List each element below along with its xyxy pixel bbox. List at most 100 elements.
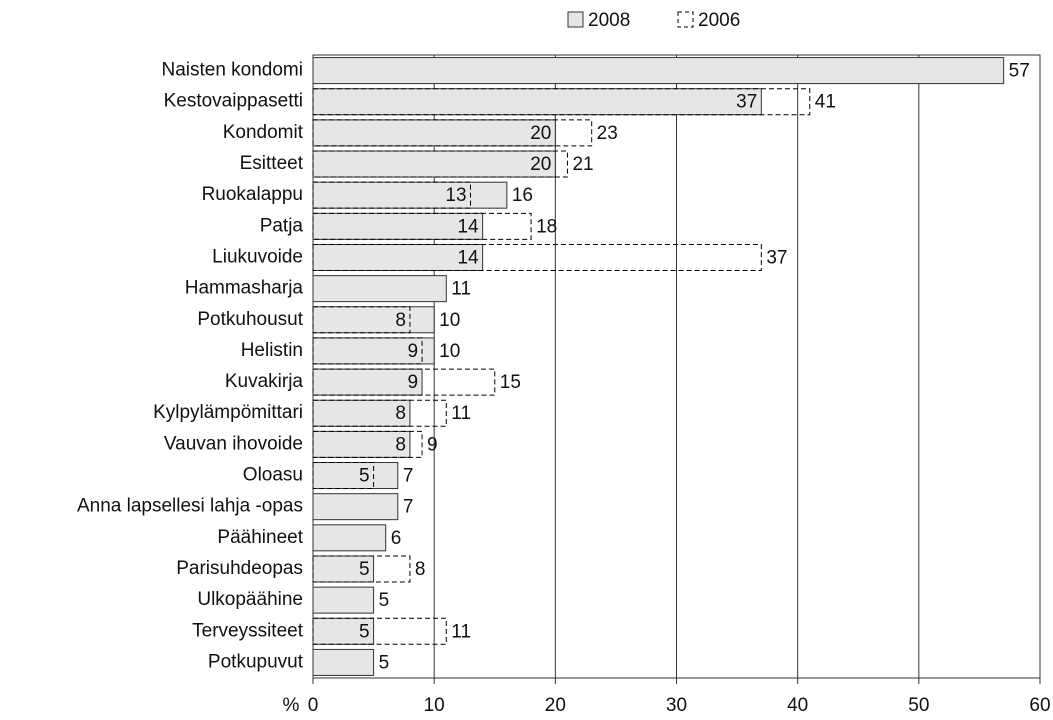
value-label: 16: [512, 185, 533, 206]
bar: [312, 119, 593, 147]
y-tick-label: Anna lapsellesi lahja -opas: [77, 496, 303, 517]
bar: [312, 243, 484, 271]
y-tick-label: Päähineet: [217, 527, 303, 548]
value-label: 8: [415, 559, 426, 580]
y-tick-label: Patja: [260, 215, 304, 236]
value-label: 13: [445, 185, 466, 206]
bar: [312, 462, 399, 490]
x-tick-label: 0: [308, 695, 319, 716]
value-label: 5: [359, 559, 370, 580]
bar: [312, 648, 375, 676]
bar: [312, 368, 423, 396]
bar: [312, 150, 556, 178]
value-label: 14: [457, 247, 479, 268]
value-label: 5: [379, 652, 390, 673]
value-label: 57: [1009, 61, 1030, 82]
x-axis-label: %: [283, 695, 300, 716]
bar: [312, 399, 411, 427]
legend-swatch: [677, 11, 694, 28]
bar: [312, 88, 811, 116]
value-label: 37: [736, 92, 757, 113]
bar: [312, 243, 762, 271]
y-tick-label: Kuvakirja: [225, 371, 304, 392]
bar: [312, 88, 762, 116]
bar: [312, 306, 435, 334]
y-tick-label: Esitteet: [240, 153, 304, 174]
x-tick-label: 30: [666, 695, 687, 716]
bar: [312, 306, 411, 334]
y-tick-label: Naisten kondomi: [161, 60, 303, 81]
y-tick-label: Kestovaippasetti: [164, 91, 303, 112]
bar: [312, 617, 375, 645]
bar: [312, 524, 387, 552]
bar: [312, 181, 472, 209]
bar: [312, 337, 423, 365]
bar: [312, 119, 556, 147]
value-label: 11: [451, 621, 471, 642]
bar: [312, 586, 375, 614]
value-label: 5: [359, 621, 370, 642]
value-label: 10: [439, 341, 460, 362]
legend-swatch: [567, 11, 584, 28]
bar: [312, 555, 411, 583]
legend-label: 2006: [698, 10, 740, 31]
value-label: 5: [359, 466, 370, 487]
bar: [312, 181, 508, 209]
value-label: 6: [391, 528, 402, 549]
bar: [312, 368, 496, 396]
bar: [312, 150, 568, 178]
y-tick-label: Potkupuvut: [208, 651, 304, 672]
value-label: 15: [500, 372, 521, 393]
x-tick-label: 50: [908, 695, 929, 716]
bar: [312, 462, 375, 490]
legend-label: 2008: [588, 10, 630, 31]
value-label: 20: [530, 123, 551, 144]
value-label: 18: [536, 216, 557, 237]
bar: [312, 493, 399, 521]
bar: [312, 337, 435, 365]
value-label: 7: [403, 497, 414, 518]
y-tick-label: Ruokalappu: [202, 184, 303, 205]
plot-frame: [312, 54, 1041, 679]
x-tick-label: 40: [787, 695, 808, 716]
value-label: 7: [403, 466, 414, 487]
value-label: 20: [530, 154, 551, 175]
y-tick-label: Kondomit: [223, 122, 304, 143]
y-tick-label: Kylpylämpömittari: [153, 402, 303, 423]
value-label: 14: [457, 216, 479, 237]
value-label: 21: [572, 154, 593, 175]
y-tick-label: Liukuvoide: [212, 246, 303, 267]
value-label: 9: [407, 372, 418, 393]
bar: [312, 57, 1005, 85]
bar: [312, 555, 375, 583]
bar: [312, 399, 447, 427]
bar: [312, 617, 447, 645]
value-label: 8: [395, 434, 406, 455]
y-tick-label: Potkuhousut: [197, 309, 303, 330]
x-tick-label: 10: [424, 695, 445, 716]
y-tick-label: Helistin: [241, 340, 303, 361]
value-label: 5: [379, 590, 390, 611]
value-label: 10: [439, 310, 460, 331]
y-tick-label: Ulkopäähine: [197, 589, 303, 610]
x-tick-label: 20: [545, 695, 566, 716]
bar: [312, 275, 447, 303]
value-label: 8: [395, 310, 406, 331]
y-tick-label: Vauvan ihovoide: [164, 433, 303, 454]
value-label: 9: [427, 434, 438, 455]
bar: [312, 212, 532, 240]
bar: [312, 430, 423, 458]
y-tick-label: Hammasharja: [185, 278, 304, 299]
y-tick-label: Oloasu: [243, 465, 303, 486]
value-label: 41: [815, 92, 836, 113]
y-tick-label: Terveyssiteet: [192, 620, 304, 641]
value-label: 9: [407, 341, 418, 362]
y-tick-label: Parisuhdeopas: [176, 558, 303, 579]
value-label: 23: [597, 123, 618, 144]
value-label: 11: [451, 279, 471, 300]
x-tick-label: 60: [1029, 695, 1050, 716]
value-label: 8: [395, 403, 406, 424]
value-label: 11: [451, 403, 471, 424]
value-label: 37: [766, 247, 787, 268]
